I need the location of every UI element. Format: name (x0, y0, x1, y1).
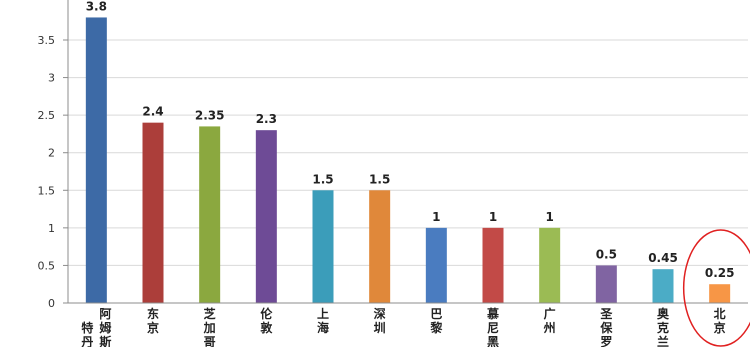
x-tick-label: 上海 (317, 306, 329, 335)
bar-11 (652, 269, 674, 303)
x-tick-char: 上 (317, 306, 329, 321)
x-tick-char: 广 (544, 306, 556, 321)
data-labels: 3.8 2.4 2.35 2.3 1.5 1.5 1 1 1 0.5 0.45 0.25 (86, 0, 735, 280)
data-label: 1 (432, 210, 440, 224)
x-tick-char: 深 (374, 306, 386, 321)
x-tick-char: 姆 (99, 320, 111, 335)
x-tick-char: 罗 (600, 334, 612, 347)
data-label: 2.3 (256, 112, 277, 126)
bar-4 (255, 130, 277, 303)
x-tick-label: 芝加哥 (203, 306, 216, 347)
x-tick-label: 圣保罗 (599, 307, 613, 347)
bar-3 (199, 126, 221, 304)
x-tick-char: 芝 (204, 306, 216, 321)
y-tick-label: 0 (48, 297, 55, 310)
x-tick-char: 敦 (260, 320, 273, 335)
x-tick-char: 东 (147, 306, 159, 321)
x-tick-char: 尼 (487, 321, 499, 335)
x-tick-label: 奥克兰 (657, 306, 670, 347)
data-label: 0.45 (648, 251, 678, 265)
x-tick-char: 斯 (99, 334, 111, 347)
x-tick-char: 巴 (430, 307, 442, 321)
bar-6 (369, 190, 391, 303)
x-tick-char: 伦 (260, 306, 273, 321)
data-label: 1 (489, 210, 497, 224)
bar-10 (595, 265, 617, 303)
data-label: 1.5 (312, 172, 333, 186)
axes (63, 0, 748, 304)
x-tick-char: 京 (714, 320, 726, 335)
x-tick-char: 丹 (81, 335, 93, 347)
data-label: 0.5 (596, 247, 617, 261)
y-axis-ticks: 0 0.5 1 1.5 2 2.5 3 3.5 (38, 34, 56, 310)
bar-12 (709, 284, 731, 303)
x-tick-label: 东京 (147, 306, 159, 335)
x-tick-char: 州 (543, 321, 556, 335)
x-tick-char: 阿 (99, 307, 111, 321)
y-tick-label: 1.5 (38, 184, 56, 197)
x-tick-label: 广州 (543, 306, 556, 335)
y-tick-label: 1 (48, 222, 55, 235)
x-tick-char: 圳 (374, 320, 386, 335)
bar-8 (482, 227, 504, 303)
x-tick-label: 伦敦 (260, 306, 273, 335)
data-label: 3.8 (86, 0, 107, 13)
x-tick-char: 海 (317, 320, 329, 335)
x-tick-char: 圣 (599, 307, 613, 321)
x-tick-label: 慕尼黑 (486, 306, 499, 347)
y-tick-label: 2.5 (38, 109, 56, 122)
data-label: 1.5 (369, 172, 390, 186)
x-tick-char: 哥 (204, 335, 216, 347)
x-tick-label: 北京 (714, 306, 726, 335)
x-tick-char: 京 (147, 320, 159, 335)
bar-1 (85, 17, 107, 303)
highlight-circle (682, 229, 750, 347)
bar-5 (312, 190, 334, 303)
y-tick-label: 0.5 (38, 259, 56, 272)
x-tick-char: 兰 (657, 334, 669, 347)
bar-7 (425, 227, 447, 303)
x-tick-label: 巴黎 (430, 307, 442, 335)
data-label: 0.25 (705, 266, 735, 280)
y-tick-label: 2 (48, 147, 55, 160)
x-tick-label: 深圳 (374, 306, 386, 335)
data-label: 2.4 (142, 105, 163, 119)
bar-2 (142, 122, 164, 304)
x-tick-char: 特 (81, 320, 93, 335)
x-tick-char: 慕 (486, 306, 499, 321)
data-label: 1 (545, 210, 553, 224)
x-tick-char: 奥 (657, 306, 670, 321)
x-tick-char: 黑 (487, 335, 499, 347)
y-tick-label: 3.5 (38, 34, 56, 47)
gridlines (68, 39, 748, 266)
highlight-ellipse (682, 229, 750, 347)
data-label: 2.35 (195, 108, 225, 122)
bars (85, 17, 731, 304)
y-tick-label: 3 (48, 72, 55, 85)
x-tick-char: 北 (714, 306, 726, 321)
x-tick-char: 加 (203, 320, 216, 335)
x-tick-char: 克 (657, 320, 669, 335)
x-tick-char: 保 (599, 320, 613, 335)
x-tick-char: 黎 (430, 320, 442, 335)
bar-9 (539, 227, 561, 303)
